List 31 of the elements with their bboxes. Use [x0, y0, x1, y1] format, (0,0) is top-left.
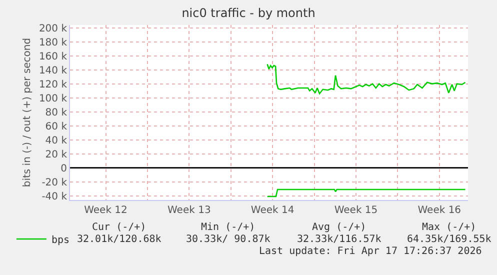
y-axis-title: bits in (-) / out (+) per second	[22, 38, 33, 188]
x-tick-label: Week 12	[84, 205, 128, 216]
chart-title: nic0 traffic - by month	[182, 6, 316, 20]
y-tick-label: 40 k	[45, 135, 68, 146]
text: Cur (-/+)	[92, 222, 146, 233]
x-tick-label: Week 13	[168, 205, 211, 216]
text: Max (-/+)	[422, 222, 476, 233]
legend-label: bps	[51, 234, 70, 246]
line-series	[266, 64, 466, 94]
x-tick-label: Week 14	[250, 205, 294, 216]
x-tick-label: Week 16	[418, 205, 462, 216]
text: Avg (-/+)	[312, 222, 366, 233]
y-tick-label: 100 k	[38, 93, 68, 104]
y-tick-label: 120 k	[38, 79, 68, 90]
y-tick-label: 80 k	[45, 107, 68, 118]
y-tick-label: 0	[60, 163, 67, 174]
text: 64.35k/169.55k	[407, 234, 492, 245]
text: 30.33k/ 90.87k	[186, 234, 270, 245]
y-tick-label: 20 k	[45, 149, 68, 160]
x-tick-label: Week 15	[334, 205, 378, 216]
y-tick-label: 180 k	[38, 37, 68, 48]
text: Min (-/+)	[201, 222, 256, 233]
y-tick-label: -20 k	[42, 177, 68, 188]
text: 32.01k/120.68k	[77, 234, 162, 245]
y-tick-label: 200 k	[38, 23, 68, 34]
y-tick-label: -40 k	[42, 191, 68, 202]
y-tick-label: 140 k	[38, 65, 68, 76]
y-tick-label: 60 k	[45, 121, 68, 132]
text: 32.33k/116.57k	[297, 234, 382, 245]
y-tick-label: 160 k	[38, 51, 68, 62]
text: Last update: Fri Apr 17 17:26:37 2026	[259, 246, 482, 257]
